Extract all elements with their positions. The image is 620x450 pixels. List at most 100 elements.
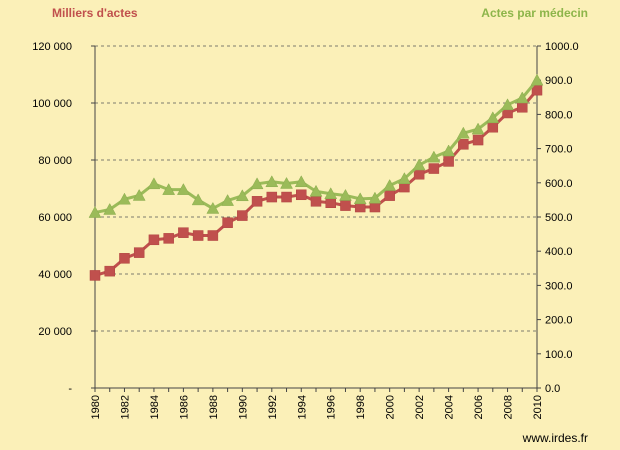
left-axis-title: Milliers d'actes xyxy=(52,6,138,20)
x-tick-label: 1984 xyxy=(149,395,161,419)
data-point-square xyxy=(178,227,189,238)
data-point-square xyxy=(89,270,101,281)
data-point-square xyxy=(148,234,160,246)
data-point-triangle xyxy=(294,175,308,188)
data-point-square xyxy=(340,200,351,211)
y-left-tick-label: - xyxy=(68,383,72,395)
data-point-square xyxy=(472,134,484,146)
data-point-square xyxy=(443,156,454,167)
x-tick-label: 1986 xyxy=(178,395,190,419)
data-point-triangle xyxy=(530,73,544,86)
data-point-square xyxy=(413,169,425,180)
data-point-square xyxy=(192,230,204,241)
x-tick-label: 1994 xyxy=(296,395,308,419)
right-axis-title: Actes par médecin xyxy=(481,6,588,20)
data-point-square xyxy=(310,196,322,207)
x-tick-label: 1998 xyxy=(355,395,367,419)
source-label: www.irdes.fr xyxy=(522,431,588,445)
data-point-square xyxy=(119,253,130,264)
data-point-square xyxy=(458,139,469,150)
data-point-triangle xyxy=(324,187,338,199)
data-point-triangle xyxy=(103,202,117,215)
data-point-triangle xyxy=(471,122,485,135)
data-point-triangle xyxy=(191,193,205,206)
data-point-triangle xyxy=(397,172,411,184)
y-right-tick-label: 500.0 xyxy=(545,212,573,224)
data-point-triangle xyxy=(339,188,352,201)
data-point-triangle xyxy=(368,191,382,204)
y-axis-left: - 20 000 40 000 60 000 80 000 100 000 120 000 xyxy=(32,41,95,395)
y-left-tick-label: 40 000 xyxy=(38,269,72,281)
x-tick-label: 2002 xyxy=(414,395,426,419)
x-tick-label: 2010 xyxy=(532,395,544,419)
data-point-square xyxy=(517,102,528,113)
data-point-triangle xyxy=(456,126,470,139)
data-point-square xyxy=(222,217,233,228)
y-left-tick-label: 60 000 xyxy=(38,212,72,224)
data-point-triangle xyxy=(162,183,176,195)
data-point-square xyxy=(325,197,336,208)
data-point-square xyxy=(207,230,219,241)
data-point-triangle xyxy=(206,201,220,214)
data-point-square xyxy=(369,201,381,213)
data-point-square xyxy=(251,196,263,207)
y-left-tick-label: 80 000 xyxy=(38,155,72,167)
data-point-square xyxy=(104,265,115,277)
y-right-tick-label: 900.0 xyxy=(545,75,573,87)
data-point-square xyxy=(296,189,307,201)
data-point-square xyxy=(384,190,395,201)
y-right-tick-label: 200.0 xyxy=(545,315,573,327)
x-tick-label: 2000 xyxy=(385,395,397,419)
x-tick-label: 2006 xyxy=(473,395,485,419)
data-point-triangle xyxy=(486,111,500,124)
data-point-square xyxy=(133,247,145,258)
grid-lines xyxy=(95,45,537,332)
data-point-triangle xyxy=(412,158,426,171)
y-right-tick-label: 300.0 xyxy=(545,280,573,292)
y-right-tick-label: 0.0 xyxy=(545,383,560,395)
data-point-triangle xyxy=(147,177,161,190)
data-point-square xyxy=(487,121,499,133)
x-tick-label: 1990 xyxy=(237,395,249,419)
data-point-triangle xyxy=(235,189,249,202)
y-right-tick-label: 100.0 xyxy=(545,349,573,361)
x-tick-label: 1996 xyxy=(326,395,338,419)
data-point-triangle xyxy=(353,192,367,205)
y-right-tick-label: 1000.0 xyxy=(545,41,579,53)
y-right-tick-label: 600.0 xyxy=(545,178,573,190)
data-point-triangle xyxy=(442,144,456,157)
y-left-tick-label: 20 000 xyxy=(38,326,72,338)
data-point-triangle xyxy=(118,192,131,205)
x-tick-label: 1982 xyxy=(119,395,131,419)
data-point-square xyxy=(428,163,440,174)
x-tick-label: 1992 xyxy=(267,395,279,419)
data-point-square xyxy=(266,191,278,203)
data-point-triangle xyxy=(383,179,397,191)
data-point-triangle xyxy=(132,188,146,201)
data-point-square xyxy=(163,233,174,244)
data-point-triangle xyxy=(250,177,264,190)
y-right-tick-label: 800.0 xyxy=(545,109,573,121)
y-axis-right: 0.0 100.0 200.0 300.0 400.0 500.0 600.0 700.0 80… xyxy=(537,41,579,395)
y-left-tick-label: 120 000 xyxy=(32,41,72,53)
data-point-triangle xyxy=(265,175,279,188)
y-left-tick-label: 100 000 xyxy=(32,98,72,110)
data-point-triangle xyxy=(221,194,235,206)
y-right-tick-label: 700.0 xyxy=(545,144,573,156)
data-point-triangle xyxy=(427,150,441,163)
x-tick-label: 2008 xyxy=(503,395,515,419)
data-point-triangle xyxy=(176,183,190,195)
data-point-square xyxy=(281,191,292,203)
x-tick-label: 1988 xyxy=(208,395,220,419)
data-point-triangle xyxy=(88,206,102,218)
data-point-triangle xyxy=(515,91,529,104)
y-right-tick-label: 400.0 xyxy=(545,246,573,258)
x-tick-label: 1980 xyxy=(90,395,102,419)
x-tick-label: 2004 xyxy=(444,395,456,419)
data-point-square xyxy=(237,210,248,221)
data-point-triangle xyxy=(309,184,323,197)
data-point-triangle xyxy=(501,98,514,111)
series-line-left xyxy=(94,89,539,277)
series xyxy=(88,73,544,281)
